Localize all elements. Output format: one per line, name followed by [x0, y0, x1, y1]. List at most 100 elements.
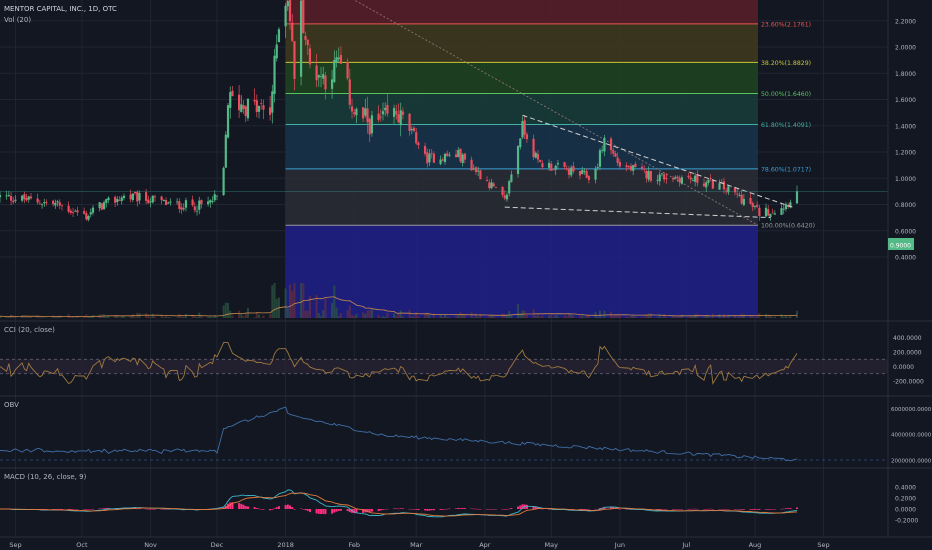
candle-body[interactable]: [60, 204, 64, 206]
candle-body[interactable]: [207, 201, 210, 205]
candle-body[interactable]: [209, 200, 212, 203]
obv-line[interactable]: [0, 406, 798, 462]
candle-body[interactable]: [616, 157, 619, 163]
candle-body[interactable]: [246, 98, 250, 119]
candle-body[interactable]: [525, 134, 529, 140]
candle-body[interactable]: [330, 79, 334, 89]
candle-body[interactable]: [52, 200, 55, 204]
candle-body[interactable]: [789, 202, 792, 208]
candle-body[interactable]: [384, 107, 387, 111]
candle-body[interactable]: [306, 39, 309, 46]
candle-body[interactable]: [366, 108, 369, 123]
candle-body[interactable]: [516, 146, 520, 174]
candle-body[interactable]: [317, 75, 320, 78]
candle-body[interactable]: [596, 167, 599, 169]
candle-body[interactable]: [160, 196, 163, 201]
candle-body[interactable]: [640, 166, 644, 169]
candle-body[interactable]: [257, 105, 261, 112]
candle-body[interactable]: [554, 165, 557, 170]
candle-body[interactable]: [488, 182, 491, 189]
candle-body[interactable]: [191, 199, 194, 206]
candle-body[interactable]: [702, 183, 706, 187]
candle-body[interactable]: [709, 178, 712, 179]
candle-body[interactable]: [105, 199, 108, 203]
candle-body[interactable]: [36, 198, 39, 203]
candle-body[interactable]: [490, 182, 493, 189]
candle-body[interactable]: [647, 171, 650, 180]
candle-body[interactable]: [83, 211, 86, 214]
candle-body[interactable]: [410, 128, 413, 131]
candle-body[interactable]: [446, 153, 449, 156]
candle-body[interactable]: [678, 177, 681, 183]
candle-body[interactable]: [767, 209, 770, 216]
candle-body[interactable]: [751, 203, 754, 208]
candle-body[interactable]: [742, 198, 745, 205]
candle-body[interactable]: [417, 142, 420, 146]
candle-body[interactable]: [572, 166, 575, 172]
candle-body[interactable]: [129, 194, 132, 200]
candle-body[interactable]: [749, 197, 752, 204]
candle-body[interactable]: [618, 162, 621, 167]
candle-body[interactable]: [795, 191, 799, 204]
candle-body[interactable]: [691, 180, 695, 182]
candle-body[interactable]: [21, 195, 24, 201]
candle-body[interactable]: [412, 127, 416, 132]
candle-body[interactable]: [58, 202, 61, 206]
candle-body[interactable]: [443, 153, 447, 163]
candle-body[interactable]: [255, 100, 258, 113]
candle-body[interactable]: [541, 163, 544, 168]
candle-body[interactable]: [658, 174, 661, 182]
candle-body[interactable]: [43, 201, 46, 204]
candle-body[interactable]: [477, 170, 480, 172]
candle-body[interactable]: [211, 201, 214, 202]
candle-body[interactable]: [286, 1, 289, 7]
candle-body[interactable]: [395, 110, 398, 115]
candle-body[interactable]: [758, 207, 761, 216]
candle-body[interactable]: [587, 176, 590, 180]
candle-body[interactable]: [740, 194, 743, 204]
candle-body[interactable]: [705, 182, 708, 188]
candle-body[interactable]: [120, 197, 123, 201]
candle-body[interactable]: [643, 168, 646, 170]
candle-body[interactable]: [645, 170, 648, 179]
candle-body[interactable]: [680, 177, 683, 184]
candle-body[interactable]: [74, 210, 77, 212]
candle-body[interactable]: [335, 57, 338, 63]
candle-body[interactable]: [665, 177, 668, 180]
candle-body[interactable]: [67, 205, 70, 212]
candle-body[interactable]: [494, 186, 498, 188]
candle-body[interactable]: [277, 29, 281, 43]
candle-body[interactable]: [632, 165, 635, 171]
candle-body[interactable]: [40, 204, 44, 206]
candle-body[interactable]: [441, 159, 444, 161]
candle-body[interactable]: [459, 148, 462, 162]
candle-body[interactable]: [674, 177, 677, 179]
candle-body[interactable]: [523, 120, 526, 135]
macd-pane[interactable]: 0.4000 0.2000 0.0000 -0.2000: [0, 485, 918, 525]
candle-body[interactable]: [474, 167, 478, 173]
candle-body[interactable]: [432, 153, 436, 163]
candle-body[interactable]: [552, 169, 555, 171]
candle-body[interactable]: [114, 196, 117, 203]
candle-body[interactable]: [581, 170, 584, 174]
candle-body[interactable]: [722, 181, 726, 190]
candle-body[interactable]: [45, 202, 48, 203]
candle-body[interactable]: [98, 202, 101, 209]
candle-body[interactable]: [784, 204, 788, 210]
candle-body[interactable]: [198, 200, 201, 210]
candle-body[interactable]: [601, 149, 604, 151]
candle-body[interactable]: [38, 203, 41, 205]
candle-body[interactable]: [485, 180, 489, 182]
candle-body[interactable]: [536, 153, 540, 160]
candle-body[interactable]: [556, 163, 559, 165]
candle-body[interactable]: [9, 195, 13, 201]
obv-pane[interactable]: 6000000.0000 4000000.0000 2000000.0000: [0, 406, 932, 465]
candle-body[interactable]: [238, 94, 241, 111]
candle-body[interactable]: [169, 201, 172, 203]
candle-body[interactable]: [71, 212, 75, 213]
candle-body[interactable]: [408, 113, 411, 131]
candle-body[interactable]: [116, 198, 119, 202]
candle-body[interactable]: [649, 171, 652, 181]
candle-body[interactable]: [764, 207, 768, 217]
candle-body[interactable]: [242, 105, 245, 110]
